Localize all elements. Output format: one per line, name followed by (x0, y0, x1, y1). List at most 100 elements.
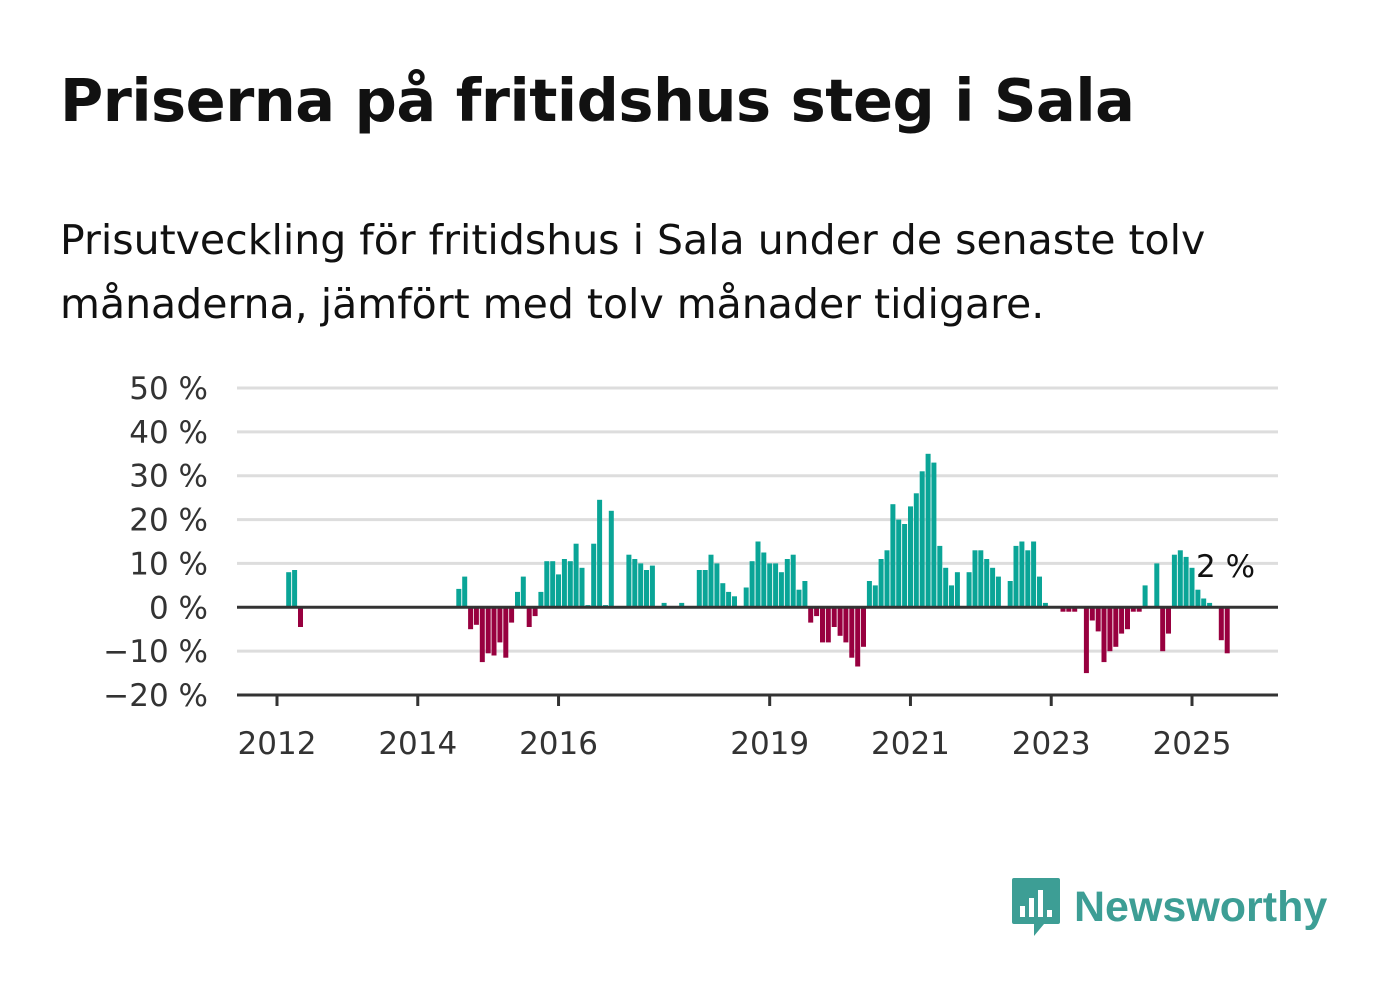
bar (890, 504, 896, 608)
bar (902, 524, 908, 608)
bar (473, 607, 479, 625)
bar (1101, 607, 1107, 663)
bar (1125, 607, 1130, 630)
brand-name: Newsworthy (1074, 882, 1328, 931)
bar (1066, 607, 1072, 612)
bar (538, 591, 544, 608)
x-tick-label: 2025 (1153, 726, 1232, 762)
bar (767, 563, 773, 608)
bar (485, 607, 491, 654)
bar (597, 499, 603, 608)
bar (1095, 607, 1101, 632)
bar (573, 543, 579, 608)
bar (849, 607, 855, 658)
last-value-label: 2 % (1196, 549, 1255, 585)
x-tick-label: 2021 (871, 726, 950, 762)
x-tick-label: 2019 (730, 726, 809, 762)
bar (943, 567, 949, 608)
bar (866, 581, 872, 608)
y-tick-label: 40 % (129, 415, 208, 451)
bar (1072, 607, 1078, 612)
bar (1089, 607, 1095, 621)
bar (966, 572, 972, 608)
bar (1025, 550, 1031, 608)
bar (679, 602, 685, 608)
bar (608, 510, 614, 608)
bar (1189, 567, 1195, 608)
bar (802, 581, 808, 608)
bar (1037, 576, 1042, 608)
bar (908, 506, 913, 608)
bar (556, 574, 561, 608)
bar (784, 559, 790, 608)
y-tick-label: −20 % (103, 678, 208, 714)
bar (1224, 607, 1230, 654)
y-tick-label: −10 % (103, 634, 208, 670)
x-tick-label: 2023 (1012, 726, 1091, 762)
bar (896, 519, 902, 608)
price-change-bar-chart: −20 %−10 %0 %10 %20 %30 %40 %50 % 2012 20… (103, 371, 1278, 762)
bar (773, 563, 779, 608)
bar (1119, 607, 1125, 634)
bar (796, 589, 802, 608)
bar (298, 607, 303, 627)
bar (878, 559, 884, 608)
bar (995, 576, 1001, 608)
bar (1142, 585, 1148, 608)
page-title: Priserna på fritidshus steg i Sala (60, 66, 1135, 135)
bar (1060, 607, 1066, 612)
bar (732, 596, 737, 608)
bar (567, 561, 573, 608)
bar (749, 561, 755, 608)
bar (1207, 602, 1213, 608)
bar (708, 554, 714, 608)
x-tick-label: 2016 (519, 726, 598, 762)
bar (632, 559, 638, 608)
chart-bars (286, 453, 1230, 674)
bar (526, 607, 532, 627)
y-axis-tick-labels: −20 % −10 % 0 % 10 % 20 % 30 % 40 % 50 % (103, 371, 208, 714)
bar (644, 570, 649, 608)
bar (1177, 550, 1183, 608)
bar (972, 550, 978, 608)
bar (814, 607, 820, 617)
page-subtitle: Prisutveckling för fritidshus i Sala und… (60, 216, 1206, 328)
bar (949, 585, 954, 608)
bar (714, 563, 720, 608)
bar (491, 607, 497, 656)
bar (931, 462, 937, 608)
bar (1019, 541, 1025, 608)
y-tick-label: 10 % (129, 546, 208, 582)
bar (626, 554, 632, 608)
bar (286, 572, 292, 608)
bar (1201, 598, 1207, 608)
bar (1130, 607, 1136, 612)
y-tick-label: 0 % (149, 590, 208, 626)
bar (503, 607, 509, 658)
bar (861, 607, 866, 647)
bar (1154, 563, 1160, 608)
bar (743, 587, 749, 608)
bar (1083, 607, 1089, 674)
bar (520, 576, 526, 608)
x-tick-label: 2014 (378, 726, 457, 762)
bar (755, 541, 761, 608)
bar (702, 570, 708, 608)
y-tick-label: 50 % (129, 371, 208, 407)
bar (550, 561, 556, 608)
x-axis (237, 605, 1278, 706)
bar (825, 607, 831, 643)
bar (925, 453, 931, 608)
bar (456, 588, 462, 608)
bar (831, 607, 837, 627)
bar (978, 550, 984, 608)
bar (855, 607, 861, 667)
bar (913, 493, 919, 608)
bar (479, 607, 485, 663)
bar (468, 607, 474, 630)
bar (649, 565, 655, 608)
bar (1113, 607, 1119, 647)
bar (497, 607, 503, 643)
bar (808, 607, 814, 623)
bar (884, 550, 890, 608)
